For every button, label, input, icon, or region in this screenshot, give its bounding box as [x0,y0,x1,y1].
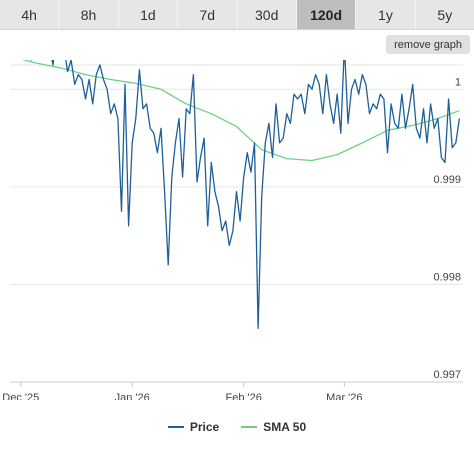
tab-4h[interactable]: 4h [0,0,60,29]
y-tick-label: 0.997 [433,369,461,381]
legend-item-sma[interactable]: SMA 50 [241,420,306,434]
x-tick-label: Jan '26 [115,392,150,400]
x-tick-label: Mar '26 [326,392,362,400]
tab-7d[interactable]: 7d [178,0,238,29]
x-tick-label: Dec '25 [2,392,39,400]
timeframe-tabs: 4h 8h 1d 7d 30d 120d 1y 5y [0,0,474,30]
chart-legend: Price SMA 50 [0,420,474,434]
tab-1y[interactable]: 1y [356,0,416,29]
sma-line-swatch [241,426,258,428]
sma50-series-line [21,60,460,162]
tab-120d[interactable]: 120d [296,0,357,29]
tab-5y[interactable]: 5y [437,6,453,23]
remove-graph-button[interactable]: remove graph [386,35,470,54]
price-series-line [30,60,461,329]
y-tick-label: 0.998 [433,271,461,283]
price-chart: 1 0.999 0.998 0.997 Dec '25 Jan '26 Feb '26 Mar… [2,60,463,400]
tab-1d[interactable]: 1d [119,0,179,29]
legend-label-sma: SMA 50 [263,420,307,434]
y-tick-label: 0.999 [433,174,461,186]
tab-8h[interactable]: 8h [59,0,119,29]
y-tick-label: 1 [455,76,461,88]
tab-30d[interactable]: 30d [238,0,297,29]
legend-label-price: Price [189,420,220,434]
x-tick-label: Feb '26 [226,392,262,400]
legend-item-price[interactable]: Price [167,420,220,434]
price-line-swatch [167,426,184,428]
